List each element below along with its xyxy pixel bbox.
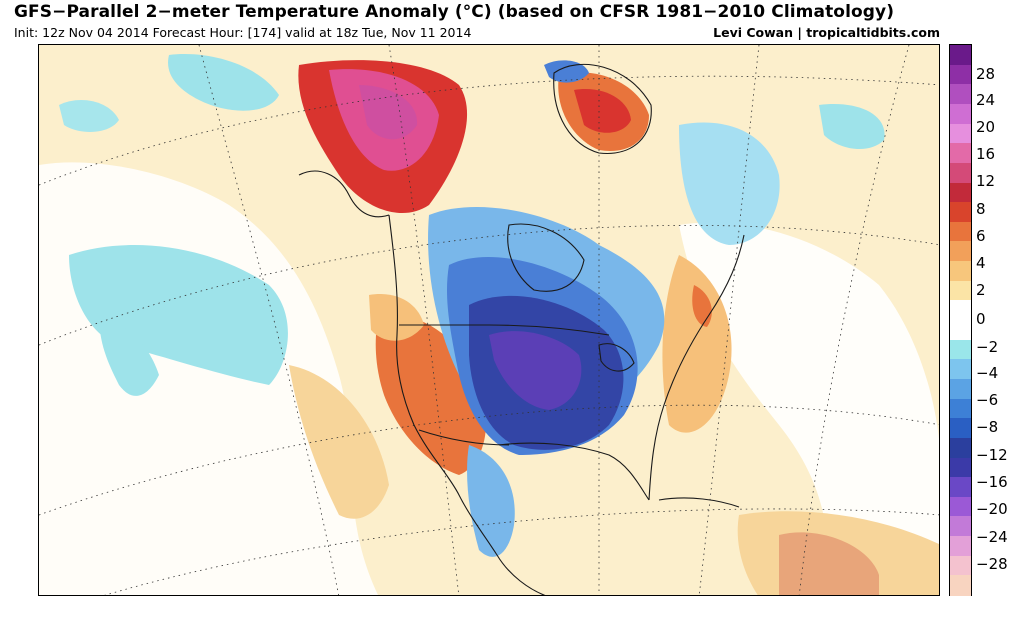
colorbar-swatch (950, 418, 971, 439)
greenland-cool-top (544, 60, 589, 83)
colorbar-swatch (950, 378, 971, 400)
colorbar-swatch (950, 575, 971, 596)
colorbar-swatch (950, 555, 971, 576)
pacific-cool-band (69, 245, 288, 385)
colorbar-tick-label: 4 (976, 254, 986, 272)
colorbar-swatch (950, 516, 971, 537)
colorbar-tick-label: 20 (976, 118, 996, 136)
graticule-line (39, 404, 939, 516)
colorbar-tick-label: 8 (976, 200, 986, 218)
colorbar (949, 44, 972, 596)
author-credit: Levi Cowan | tropicaltidbits.com (713, 25, 940, 40)
yukon-core-magenta (359, 85, 418, 140)
colorbar-swatch (950, 103, 971, 125)
colorbar-tick-label: 2 (976, 281, 986, 299)
colorbar-tick-label: 12 (976, 172, 996, 190)
atlantic-warm-spot (692, 285, 712, 327)
graticule-line (104, 508, 939, 595)
north-pacific-cool (59, 100, 119, 132)
colorbar-swatch (950, 241, 971, 262)
colorbar-swatch (950, 496, 971, 518)
north-atlantic-cool-2 (819, 104, 885, 150)
plains-extreme-cold (489, 331, 582, 410)
colorbar-tick-label: 16 (976, 145, 996, 163)
colorbar-swatch (950, 64, 971, 85)
chart-title: GFS−Parallel 2−meter Temperature Anomaly… (14, 2, 895, 22)
colorbar-swatch (950, 359, 971, 380)
graticule (39, 45, 939, 595)
colorbar-tick-label: 28 (976, 65, 996, 83)
us-mexico-border (418, 429, 510, 446)
graticule-line (388, 45, 460, 595)
greenland-coast (553, 63, 652, 154)
colorbar-swatch (950, 477, 971, 498)
forecast-info: Init: 12z Nov 04 2014 Forecast Hour: [17… (14, 25, 472, 40)
colorbar-swatch (950, 84, 971, 105)
west-us-mild (369, 294, 424, 341)
colorbar-swatch (950, 221, 971, 243)
colorbar-swatch (950, 261, 971, 282)
colorbar-swatch (950, 280, 971, 301)
colorbar-swatch (950, 536, 971, 557)
colorbar-swatch (950, 162, 971, 184)
map-canvas (39, 45, 939, 595)
colorbar-tick-label: −12 (976, 446, 1008, 464)
graticule-line (798, 45, 910, 595)
colorbar-tick-label: −28 (976, 555, 1008, 573)
colorbar-tick-label: −24 (976, 528, 1008, 546)
colorbar-tick-label: 0 (976, 310, 986, 328)
colorbar-tick-label: −8 (976, 418, 999, 436)
colorbar-swatch (950, 300, 971, 321)
colorbar-swatch (950, 398, 971, 419)
colorbar-swatch (950, 123, 971, 144)
colorbar-swatch (950, 143, 971, 164)
us-canada-border (399, 324, 610, 336)
colorbar-swatch (950, 457, 971, 478)
colorbar-swatch (950, 45, 971, 66)
colorbar-tick-label: 6 (976, 227, 986, 245)
north-atlantic-cool (679, 122, 780, 245)
colorbar-swatch (950, 437, 971, 459)
anomaly-map (38, 44, 940, 596)
cuba (658, 497, 740, 508)
colorbar-tick-label: −2 (976, 338, 999, 356)
greenland-hot (574, 89, 631, 133)
graticule-line (698, 45, 760, 595)
baja-offshore-warm (289, 365, 389, 519)
colorbar-tick-label: 24 (976, 91, 996, 109)
east-coast (648, 234, 745, 501)
atlantic-warm-band (662, 255, 732, 433)
colorbar-tick-label: −6 (976, 391, 999, 409)
gulf-of-alaska-cool (168, 54, 279, 111)
colorbar-tick-label: −16 (976, 473, 1008, 491)
gulf-coast (498, 442, 650, 501)
colorbar-swatch (950, 202, 971, 223)
hudson-bay (507, 223, 585, 292)
pacific-cool-patch (99, 315, 159, 396)
graticule-line (39, 75, 939, 186)
south-america-mixed (779, 532, 879, 595)
graticule-line (39, 225, 939, 346)
great-lakes (598, 343, 635, 372)
alaska-coast (298, 170, 390, 218)
west-coast (388, 214, 546, 595)
colorbar-swatch (950, 320, 971, 341)
colorbar-tick-label: −4 (976, 364, 999, 382)
colorbar-swatch (950, 339, 971, 360)
colorbar-swatch (950, 182, 971, 203)
colorbar-tick-label: −20 (976, 500, 1008, 518)
coastlines (298, 63, 745, 595)
